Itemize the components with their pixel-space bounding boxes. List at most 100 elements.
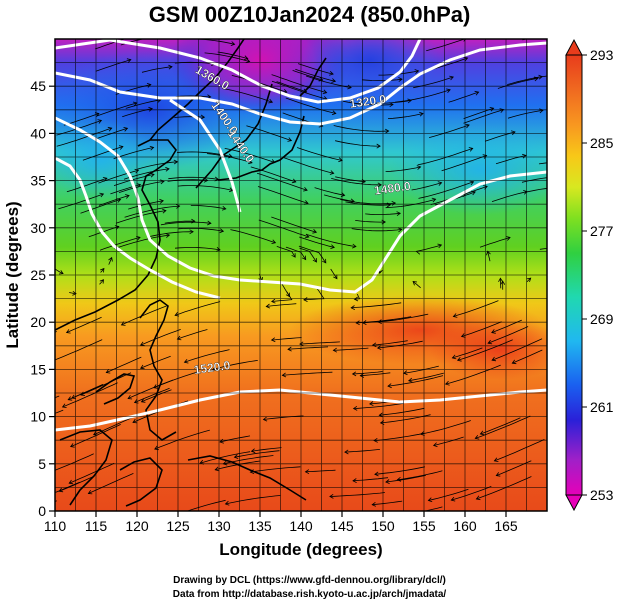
streamline-arrow bbox=[456, 357, 462, 362]
streamline bbox=[512, 349, 543, 364]
streamline-arrow bbox=[271, 239, 277, 244]
streamline bbox=[174, 301, 221, 316]
streamline-arrow bbox=[539, 108, 544, 114]
streamline bbox=[299, 341, 340, 345]
streamline-arrow bbox=[97, 119, 103, 124]
streamline-arrow bbox=[221, 205, 227, 211]
streamline bbox=[164, 220, 195, 224]
streamline-arrow bbox=[469, 180, 475, 186]
credit-drawing: Drawing by DCL (https://www.gfd-dennou.o… bbox=[173, 575, 446, 586]
streamline-arrow bbox=[510, 130, 516, 136]
streamline bbox=[355, 220, 386, 223]
streamline bbox=[323, 194, 355, 202]
x-tick-label: 145 bbox=[330, 518, 354, 534]
x-axis-label: Longitude (degrees) bbox=[219, 540, 382, 559]
streamline bbox=[69, 292, 77, 295]
streamline bbox=[494, 439, 545, 462]
streamline bbox=[395, 89, 451, 103]
streamline-arrow bbox=[416, 165, 422, 170]
streamline bbox=[524, 188, 547, 193]
streamline-arrow bbox=[322, 258, 327, 264]
streamline bbox=[99, 237, 141, 251]
streamline-arrow bbox=[27, 339, 31, 343]
streamline bbox=[108, 257, 113, 265]
streamline bbox=[276, 246, 296, 258]
y-tick-label: 30 bbox=[30, 220, 46, 236]
streamline bbox=[98, 195, 130, 206]
streamline bbox=[433, 436, 464, 446]
streamline-arrow bbox=[139, 364, 145, 370]
streamline-arrow bbox=[61, 403, 67, 408]
x-tick-label: 165 bbox=[494, 518, 518, 534]
streamline-arrow bbox=[105, 369, 111, 374]
streamline bbox=[160, 221, 211, 226]
streamline bbox=[59, 475, 95, 492]
streamline-arrow bbox=[511, 359, 517, 365]
streamline bbox=[282, 371, 333, 376]
streamline-arrow bbox=[487, 339, 493, 345]
streamline bbox=[353, 403, 404, 409]
streamline-arrow bbox=[562, 185, 565, 189]
streamline-arrow bbox=[463, 39, 467, 42]
streamline-arrow bbox=[350, 305, 355, 310]
streamline bbox=[420, 420, 471, 435]
streamline-arrow bbox=[281, 372, 287, 378]
y-tick-label: 15 bbox=[30, 361, 46, 377]
streamline-arrow bbox=[398, 77, 403, 82]
streamline bbox=[314, 187, 345, 196]
streamline-arrow bbox=[99, 192, 105, 198]
streamline-arrow bbox=[126, 58, 132, 63]
streamline-arrow bbox=[268, 98, 274, 104]
streamline-arrow bbox=[136, 236, 141, 241]
streamline bbox=[204, 52, 250, 62]
streamline bbox=[351, 228, 402, 232]
streamline-arrow bbox=[99, 279, 104, 284]
streamline-arrow bbox=[68, 479, 74, 485]
streamline bbox=[121, 305, 167, 326]
streamline-arrow bbox=[475, 495, 481, 501]
streamline-arrow bbox=[140, 398, 146, 403]
streamline-arrow bbox=[329, 71, 334, 76]
streamline-arrow bbox=[301, 255, 307, 261]
streamline bbox=[257, 186, 309, 204]
streamline-arrow bbox=[554, 33, 558, 37]
streamline bbox=[168, 176, 219, 180]
streamline bbox=[299, 247, 317, 263]
streamline bbox=[62, 382, 118, 408]
streamline bbox=[276, 81, 307, 93]
streamline bbox=[68, 383, 104, 401]
streamline bbox=[285, 97, 336, 114]
streamline-arrow bbox=[408, 377, 413, 383]
streamline-arrow bbox=[451, 354, 457, 360]
x-tick-label: 120 bbox=[125, 518, 149, 534]
streamline-arrow bbox=[136, 33, 140, 37]
y-tick-label: 40 bbox=[30, 125, 46, 141]
streamline bbox=[140, 329, 181, 346]
streamline-arrow bbox=[318, 76, 324, 82]
streamline-arrow bbox=[500, 280, 506, 285]
streamline bbox=[411, 182, 442, 191]
streamline bbox=[177, 329, 208, 340]
streamline bbox=[452, 347, 483, 359]
x-tick-label: 110 bbox=[44, 518, 67, 534]
streamline-arrow bbox=[419, 111, 424, 117]
streamline-arrow bbox=[396, 476, 402, 482]
streamline bbox=[199, 451, 251, 464]
streamline-arrow bbox=[120, 321, 126, 326]
streamline-arrow bbox=[243, 55, 249, 61]
streamline-arrow bbox=[107, 126, 113, 132]
streamline-arrow bbox=[371, 501, 376, 507]
streamline-arrow bbox=[176, 335, 182, 341]
streamline bbox=[403, 365, 439, 374]
streamline bbox=[230, 229, 276, 244]
streamline-arrow bbox=[350, 198, 355, 204]
streamline-arrow bbox=[312, 257, 317, 263]
streamline-arrow bbox=[69, 443, 75, 448]
streamline bbox=[387, 375, 444, 387]
streamline-arrow bbox=[385, 479, 390, 484]
streamline-arrow bbox=[333, 274, 338, 280]
streamline-arrow bbox=[479, 430, 485, 436]
streamline bbox=[385, 475, 426, 483]
streamline-arrow bbox=[330, 244, 335, 249]
streamline bbox=[134, 387, 170, 403]
